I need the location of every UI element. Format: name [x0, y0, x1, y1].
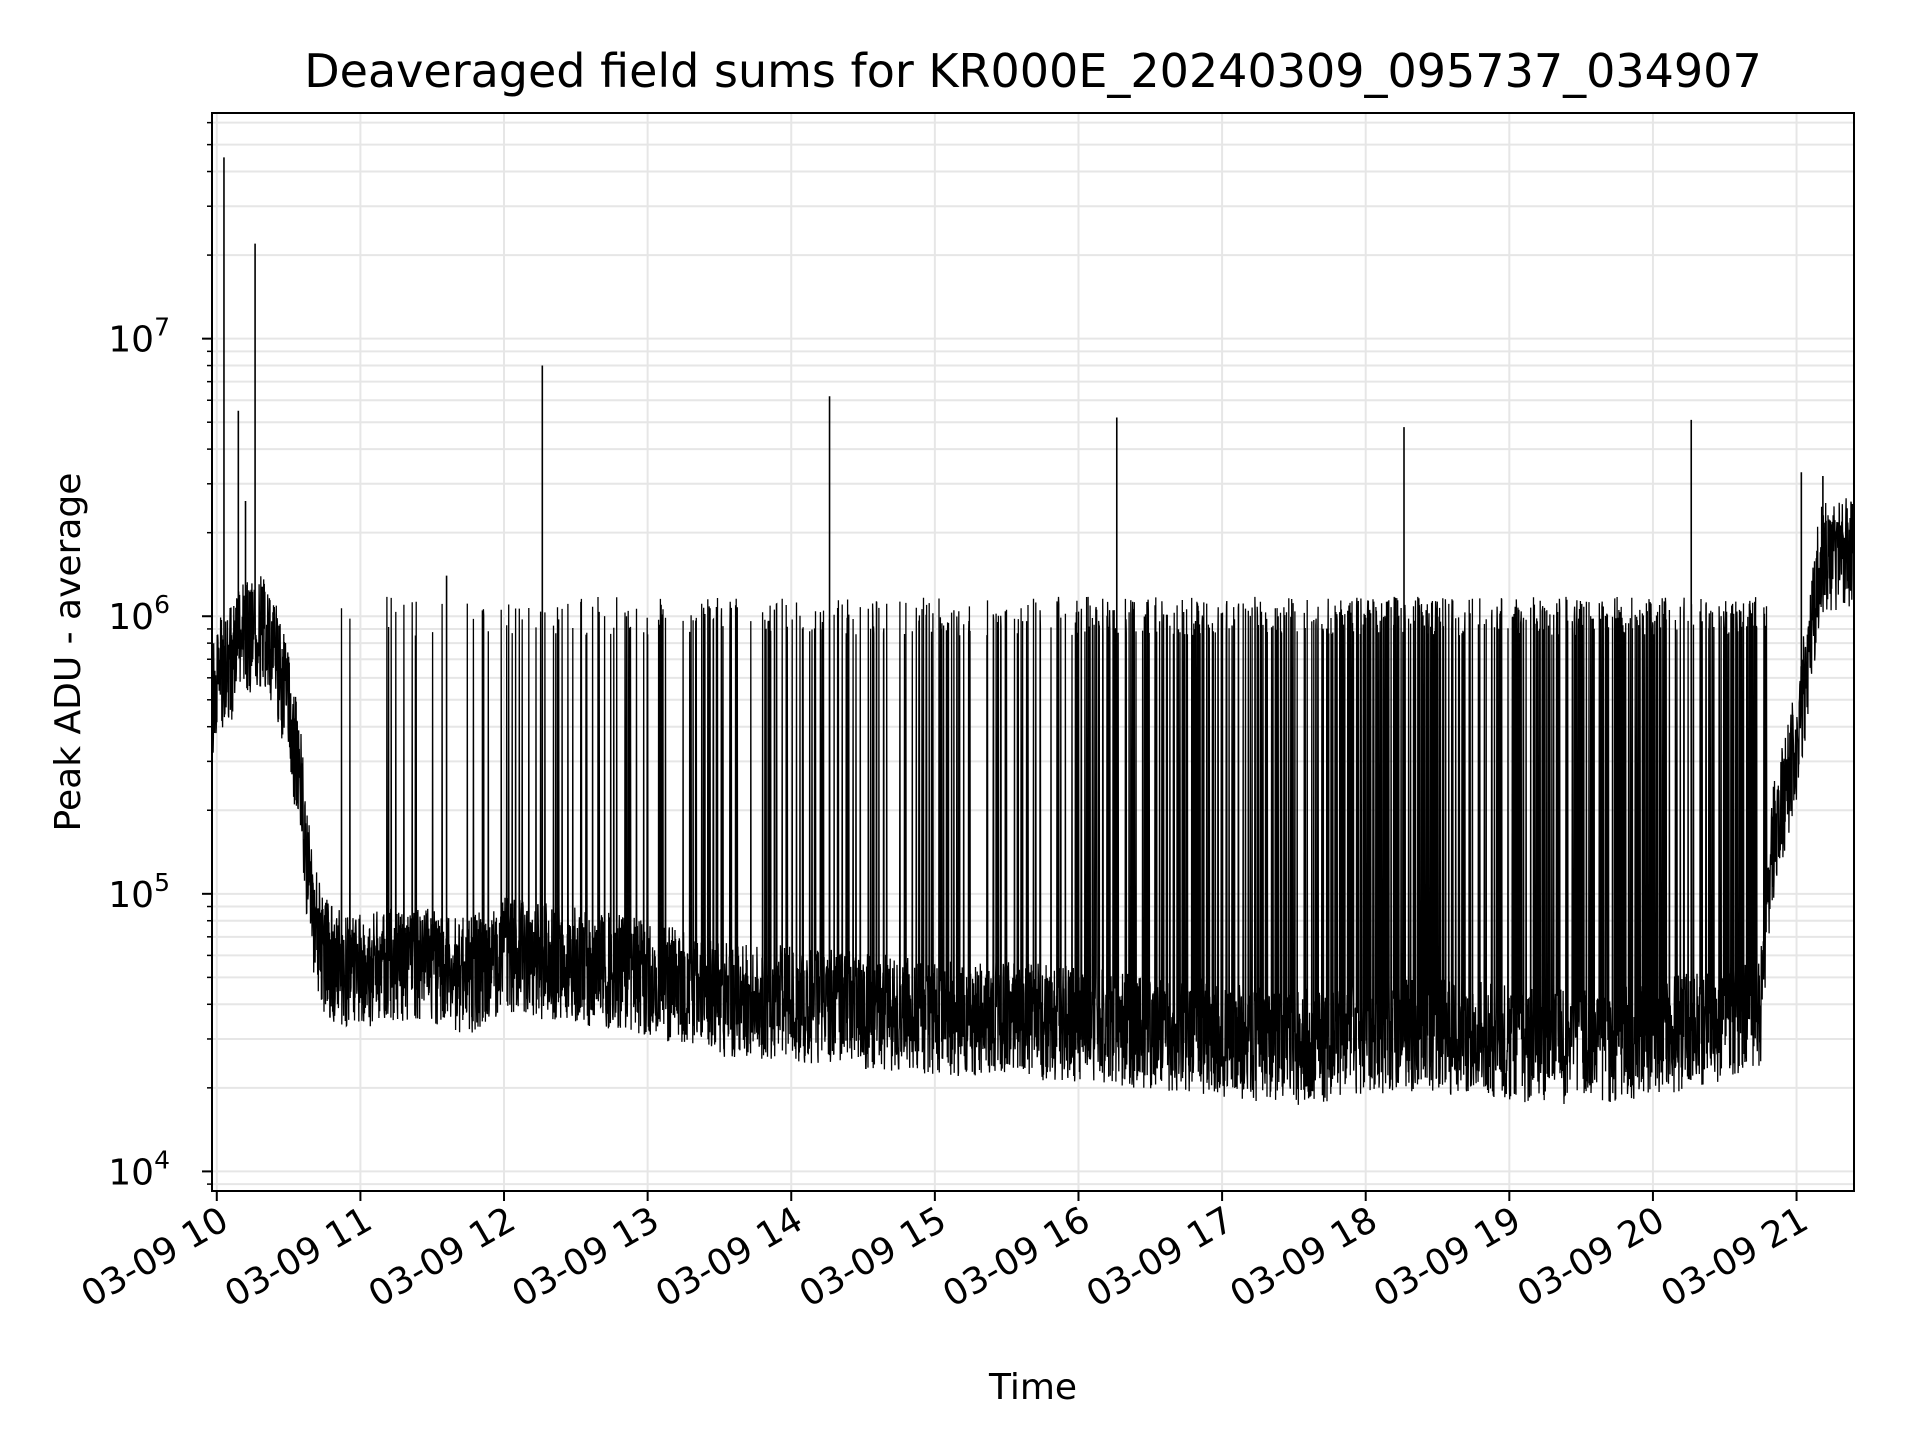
series-line: [212, 498, 1854, 1105]
y-tick-base: 10: [108, 597, 154, 638]
y-tick-exponent: 6: [154, 590, 170, 619]
y-tick-label: 107: [108, 313, 170, 361]
y-tick-base: 10: [108, 320, 154, 361]
chart-title: Deaveraged field sums for KR000E_2024030…: [304, 44, 1761, 98]
x-axis-label: Time: [988, 1367, 1077, 1408]
y-tick-label: 105: [108, 868, 170, 916]
y-tick-label: 106: [108, 590, 170, 638]
y-tick-exponent: 4: [154, 1145, 170, 1174]
y-axis-label: Peak ADU - average: [48, 473, 89, 832]
y-tick-base: 10: [108, 1152, 154, 1193]
data-series: [212, 157, 1854, 1105]
y-tick-exponent: 7: [154, 313, 170, 342]
plot-frame: [211, 112, 1855, 1192]
y-tick-exponent: 5: [154, 868, 170, 897]
y-tick-base: 10: [108, 875, 154, 916]
y-tick-label: 104: [108, 1145, 170, 1193]
